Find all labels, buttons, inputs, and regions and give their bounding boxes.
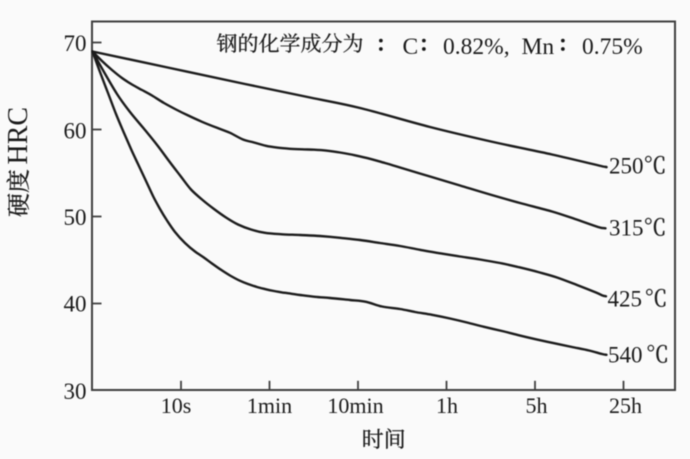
svg-text:315: 315 bbox=[609, 216, 644, 241]
svg-text:540: 540 bbox=[608, 343, 643, 368]
svg-text:10min: 10min bbox=[327, 393, 383, 418]
svg-text:1h: 1h bbox=[436, 393, 458, 418]
svg-text:250: 250 bbox=[609, 154, 644, 179]
svg-text:1min: 1min bbox=[247, 393, 292, 418]
svg-text:50: 50 bbox=[64, 205, 87, 230]
svg-text:70: 70 bbox=[64, 31, 87, 56]
svg-text:0.82%,: 0.82%, bbox=[443, 34, 510, 60]
svg-text:Mn: Mn bbox=[522, 34, 555, 60]
svg-text:10s: 10s bbox=[161, 393, 192, 418]
svg-text:C: C bbox=[403, 34, 419, 60]
svg-text:60: 60 bbox=[64, 118, 87, 143]
svg-text:425: 425 bbox=[608, 287, 643, 312]
svg-text:30: 30 bbox=[64, 379, 87, 404]
svg-text:0.75%: 0.75% bbox=[582, 34, 643, 60]
svg-text:40: 40 bbox=[64, 292, 87, 317]
svg-text:25h: 25h bbox=[609, 393, 642, 418]
svg-text:HRC: HRC bbox=[3, 107, 34, 165]
svg-text:5h: 5h bbox=[526, 393, 548, 418]
